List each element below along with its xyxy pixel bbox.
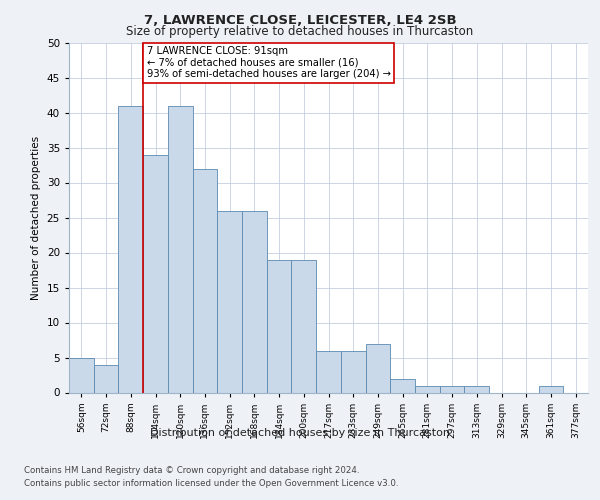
Bar [267, 260, 292, 392]
Bar [168, 106, 193, 393]
Text: Size of property relative to detached houses in Thurcaston: Size of property relative to detached ho… [127, 25, 473, 38]
Bar [539, 386, 563, 392]
Text: 7 LAWRENCE CLOSE: 91sqm
← 7% of detached houses are smaller (16)
93% of semi-det: 7 LAWRENCE CLOSE: 91sqm ← 7% of detached… [147, 46, 391, 79]
Bar [440, 386, 464, 392]
Bar [69, 358, 94, 392]
Bar [341, 350, 365, 393]
Bar [193, 168, 217, 392]
Bar [390, 378, 415, 392]
Bar [118, 106, 143, 393]
Bar [94, 364, 118, 392]
Bar [292, 260, 316, 392]
Bar [365, 344, 390, 392]
Bar [316, 350, 341, 393]
Text: Distribution of detached houses by size in Thurcaston: Distribution of detached houses by size … [150, 428, 450, 438]
Y-axis label: Number of detached properties: Number of detached properties [31, 136, 41, 300]
Text: 7, LAWRENCE CLOSE, LEICESTER, LE4 2SB: 7, LAWRENCE CLOSE, LEICESTER, LE4 2SB [143, 14, 457, 27]
Bar [217, 210, 242, 392]
Text: Contains public sector information licensed under the Open Government Licence v3: Contains public sector information licen… [24, 479, 398, 488]
Bar [242, 210, 267, 392]
Text: Contains HM Land Registry data © Crown copyright and database right 2024.: Contains HM Land Registry data © Crown c… [24, 466, 359, 475]
Bar [143, 154, 168, 392]
Bar [464, 386, 489, 392]
Bar [415, 386, 440, 392]
